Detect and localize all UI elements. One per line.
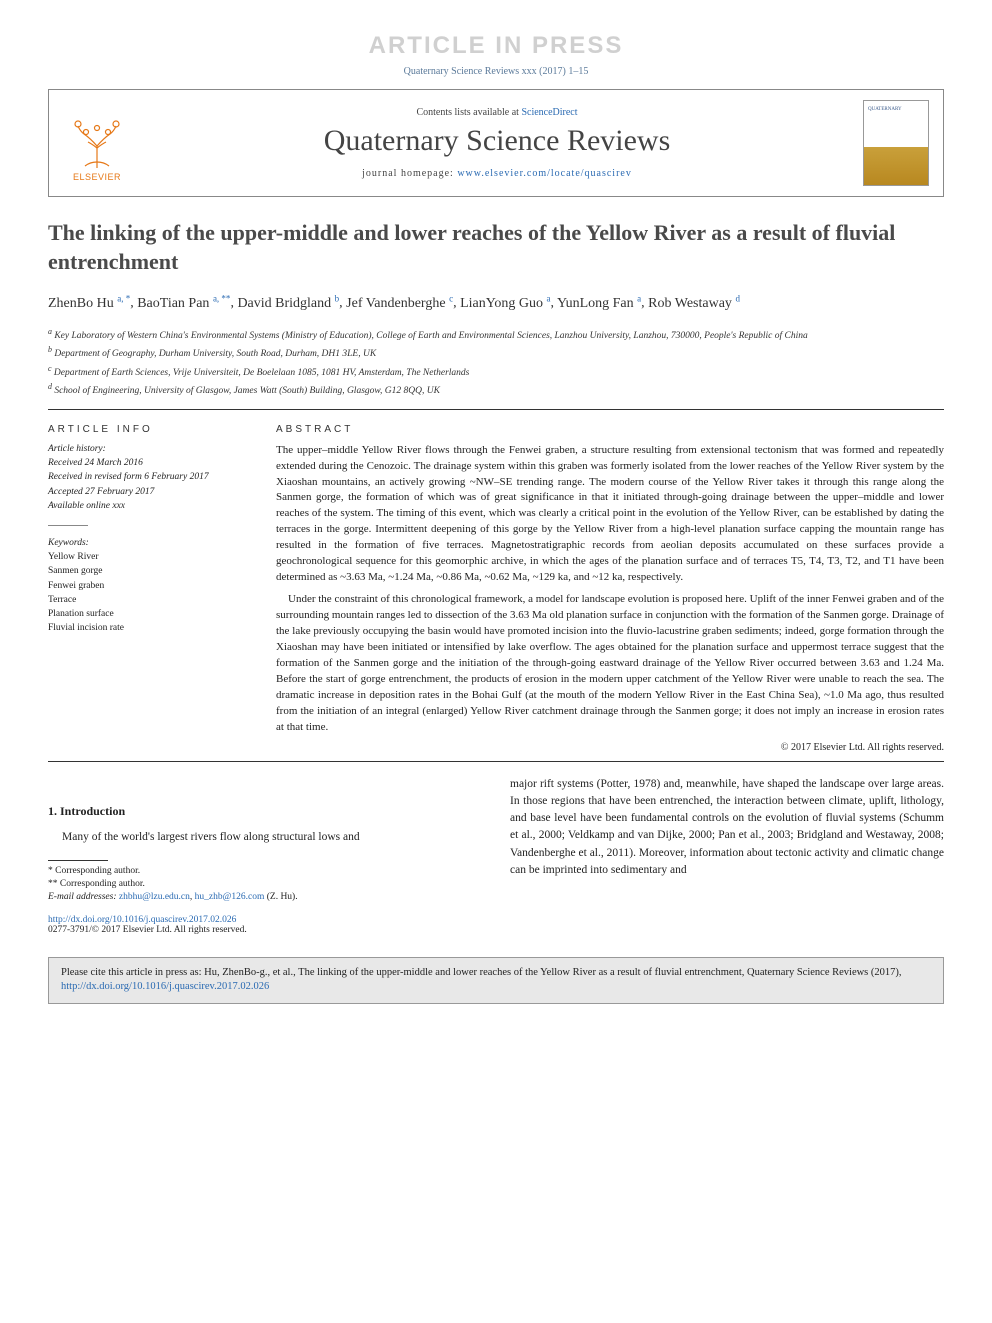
intro-r-a: major rift systems (: [510, 778, 601, 790]
sciencedirect-link[interactable]: ScienceDirect: [521, 107, 577, 118]
rule-divider-2: [48, 761, 944, 762]
affiliation: b Department of Geography, Durham Univer…: [48, 344, 944, 361]
affiliation: a Key Laboratory of Western China's Envi…: [48, 326, 944, 343]
elsevier-logo: ELSEVIER: [63, 104, 131, 182]
article-in-press-watermark: ARTICLE IN PRESS: [48, 32, 944, 60]
keyword: Sanmen gorge: [48, 564, 248, 578]
keyword: Terrace: [48, 593, 248, 607]
author: David Bridgland b: [237, 296, 339, 311]
journal-cover-thumbnail: QUATERNARY: [863, 100, 929, 186]
cite-potter[interactable]: Potter, 1978: [601, 778, 657, 790]
cover-title: QUATERNARY: [868, 107, 924, 112]
journal-name: Quaternary Science Reviews: [145, 124, 849, 158]
body-left-col: 1. Introduction Many of the world's larg…: [48, 776, 482, 935]
doi-link[interactable]: http://dx.doi.org/10.1016/j.quascirev.20…: [48, 915, 236, 925]
contents-available-line: Contents lists available at ScienceDirec…: [145, 107, 849, 118]
author-aff-link[interactable]: b: [335, 293, 340, 303]
affiliation: c Department of Earth Sciences, Vrije Un…: [48, 363, 944, 380]
article-info-heading: ARTICLE INFO: [48, 424, 248, 435]
copyright-line: © 2017 Elsevier Ltd. All rights reserved…: [276, 742, 944, 753]
email-line: E-mail addresses: zhbhu@lzu.edu.cn, hu_z…: [48, 891, 482, 904]
corr-author-1: * Corresponding author.: [48, 865, 482, 878]
homepage-link[interactable]: www.elsevier.com/locate/quascirev: [457, 168, 632, 179]
body-two-col: 1. Introduction Many of the world's larg…: [48, 776, 944, 935]
author-aff-link[interactable]: c: [449, 293, 453, 303]
contents-prefix: Contents lists available at: [416, 107, 521, 118]
cite-doi-link[interactable]: http://dx.doi.org/10.1016/j.quascirev.20…: [61, 981, 269, 992]
keywords-label: Keywords:: [48, 538, 248, 548]
keyword: Yellow River: [48, 550, 248, 564]
author: YunLong Fan a: [557, 296, 641, 311]
history-label: Article history:: [48, 443, 248, 456]
top-citation-line: Quaternary Science Reviews xxx (2017) 1–…: [48, 66, 944, 77]
author: BaoTian Pan a, **: [137, 296, 230, 311]
intro-para-right: major rift systems (Potter, 1978) and, m…: [510, 776, 944, 880]
footnote-rule: [48, 860, 108, 861]
cite-this-article-box: Please cite this article in press as: Hu…: [48, 957, 944, 1004]
author-aff-link[interactable]: d: [735, 293, 740, 303]
author-aff-link[interactable]: a: [637, 293, 641, 303]
doi-block: http://dx.doi.org/10.1016/j.quascirev.20…: [48, 915, 482, 935]
elsevier-label: ELSEVIER: [73, 172, 121, 182]
info-abstract-row: ARTICLE INFO Article history: Received 2…: [48, 424, 944, 753]
online-date: Available online xxx: [48, 500, 248, 513]
abstract-column: ABSTRACT The upper–middle Yellow River f…: [276, 424, 944, 753]
keyword: Planation surface: [48, 607, 248, 621]
received-date: Received 24 March 2016: [48, 457, 248, 470]
mini-rule: [48, 525, 88, 526]
body-right-col: major rift systems (Potter, 1978) and, m…: [510, 776, 944, 935]
article-info-column: ARTICLE INFO Article history: Received 2…: [48, 424, 248, 753]
author-aff-link[interactable]: a, **: [213, 293, 231, 303]
accepted-date: Accepted 27 February 2017: [48, 486, 248, 499]
abstract-para-2: Under the constraint of this chronologic…: [276, 592, 944, 735]
affiliation: d School of Engineering, University of G…: [48, 381, 944, 398]
author-aff-link[interactable]: a, *: [117, 293, 130, 303]
author: Jef Vandenberghe c: [346, 296, 453, 311]
keyword: Fenwei graben: [48, 579, 248, 593]
intro-heading: 1. Introduction: [48, 804, 482, 819]
header-center: Contents lists available at ScienceDirec…: [145, 107, 849, 179]
rule-divider: [48, 409, 944, 410]
author: ZhenBo Hu a, *: [48, 296, 130, 311]
article-history: Article history: Received 24 March 2016 …: [48, 443, 248, 513]
keyword: Fluvial incision rate: [48, 621, 248, 635]
corr-author-2: ** Corresponding author.: [48, 878, 482, 891]
author: LianYong Guo a: [460, 296, 550, 311]
affiliations-block: a Key Laboratory of Western China's Envi…: [48, 326, 944, 399]
email-label: E-mail addresses:: [48, 892, 119, 902]
elsevier-tree-icon: [70, 116, 124, 170]
email-link-2[interactable]: hu_zhb@126.com: [195, 892, 265, 902]
revised-date: Received in revised form 6 February 2017: [48, 471, 248, 484]
author-aff-link[interactable]: a: [547, 293, 551, 303]
page-container: ARTICLE IN PRESS Quaternary Science Revi…: [0, 0, 992, 1024]
authors-block: ZhenBo Hu a, *, BaoTian Pan a, **, David…: [48, 292, 944, 314]
author: Rob Westaway d: [648, 296, 740, 311]
abstract-heading: ABSTRACT: [276, 424, 944, 435]
abstract-text: The upper–middle Yellow River flows thro…: [276, 443, 944, 736]
article-title: The linking of the upper-middle and lowe…: [48, 219, 944, 276]
cite-prefix: Please cite this article in press as: Hu…: [61, 967, 902, 978]
footnotes-block: * Corresponding author. ** Corresponding…: [48, 860, 482, 905]
keywords-list: Yellow RiverSanmen gorgeFenwei grabenTer…: [48, 550, 248, 636]
journal-header-box: ELSEVIER Contents lists available at Sci…: [48, 89, 944, 197]
journal-homepage-line: journal homepage: www.elsevier.com/locat…: [145, 168, 849, 179]
email-link-1[interactable]: zhbhu@lzu.edu.cn: [119, 892, 190, 902]
issn-line: 0277-3791/© 2017 Elsevier Ltd. All right…: [48, 925, 247, 935]
intro-para-left: Many of the world's largest rivers flow …: [48, 829, 482, 846]
homepage-prefix: journal homepage:: [362, 168, 457, 179]
email-tail: (Z. Hu).: [264, 892, 297, 902]
abstract-para-1: The upper–middle Yellow River flows thro…: [276, 443, 944, 586]
